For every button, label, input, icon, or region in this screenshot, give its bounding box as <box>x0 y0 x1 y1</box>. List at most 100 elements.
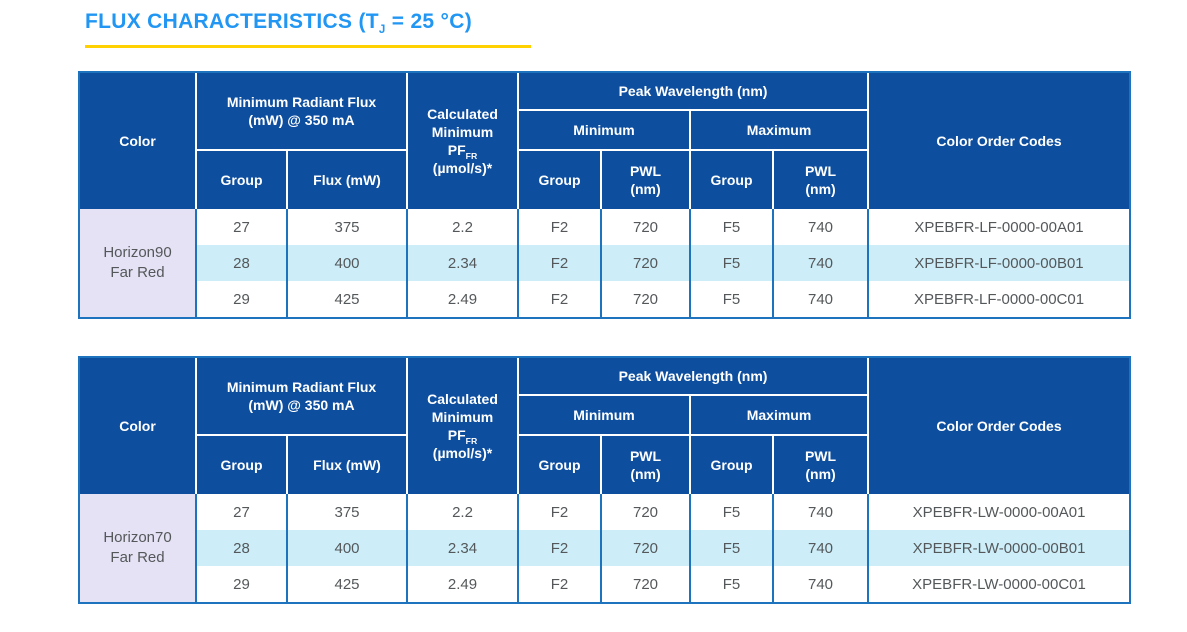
calc-pf: PFFR <box>447 427 478 447</box>
table-row: 29 425 2.49 F2 720 F5 740 XPEBFR-LW-0000… <box>80 566 1129 602</box>
header-color: Color <box>80 73 197 209</box>
cell-min-pwl: 720 <box>602 281 691 317</box>
table-row: Horizon70 Far Red 27 375 2.2 F2 720 F5 7… <box>80 494 1129 602</box>
cell-order-code: XPEBFR-LF-0000-00C01 <box>869 281 1129 317</box>
cell-pf: 2.49 <box>408 281 519 317</box>
calc-label: Calculated Minimum <box>427 105 498 140</box>
cell-pf: 2.34 <box>408 245 519 281</box>
cell-max-pwl: 740 <box>774 281 870 317</box>
cell-group: 27 <box>197 209 288 245</box>
table-row: Horizon90 Far Red 27 375 2.2 F2 720 F5 7… <box>80 209 1129 317</box>
cell-flux: 425 <box>288 566 408 602</box>
title-underline <box>85 45 531 48</box>
flux-table-horizon70: Color Minimum Radiant Flux (mW) @ 350 mA… <box>78 356 1131 604</box>
header-maximum: Maximum <box>691 111 870 151</box>
cell-max-group: F5 <box>691 209 774 245</box>
cell-pf: 2.2 <box>408 209 519 245</box>
pf-subscript: FR <box>465 151 478 162</box>
flux-table-horizon90: Color Minimum Radiant Flux (mW) @ 350 mA… <box>78 71 1131 319</box>
cell-min-group: F2 <box>519 494 602 530</box>
header-color-order-codes: Color Order Codes <box>869 73 1129 209</box>
calc-units: (µmol/s)* <box>432 445 493 462</box>
calc-label: Calculated Minimum <box>427 390 498 425</box>
page: FLUX CHARACTERISTICS (TJ = 25 °C) Color … <box>78 10 1187 604</box>
header-min-group: Group <box>519 436 602 494</box>
pf-subscript: FR <box>465 436 478 447</box>
header-max-group: Group <box>691 151 774 209</box>
cell-min-pwl: 720 <box>602 494 691 530</box>
header-group: Group <box>197 151 288 209</box>
color-name-cell: Horizon90 Far Red <box>80 209 197 317</box>
cell-max-pwl: 740 <box>774 566 870 602</box>
header-max-pwl: PWL (nm) <box>774 436 870 494</box>
cell-order-code: XPEBFR-LF-0000-00A01 <box>869 209 1129 245</box>
flux-table: Color Minimum Radiant Flux (mW) @ 350 mA… <box>80 358 1129 602</box>
header-maximum: Maximum <box>691 396 870 436</box>
cell-max-pwl: 740 <box>774 530 870 566</box>
table-body: Horizon70 Far Red 27 375 2.2 F2 720 F5 7… <box>80 494 1129 602</box>
header-min-pwl: PWL (nm) <box>602 151 691 209</box>
cell-group: 29 <box>197 281 288 317</box>
page-title-text: FLUX CHARACTERISTICS (T <box>85 10 379 33</box>
cell-flux: 375 <box>288 209 408 245</box>
header-calculated-min-pf: Calculated Minimum PFFR (µmol/s)* <box>408 73 519 209</box>
cell-group: 29 <box>197 566 288 602</box>
cell-min-group: F2 <box>519 245 602 281</box>
cell-group: 27 <box>197 494 288 530</box>
cell-flux: 400 <box>288 530 408 566</box>
cell-pf: 2.34 <box>408 530 519 566</box>
header-color-order-codes: Color Order Codes <box>869 358 1129 494</box>
cell-order-code: XPEBFR-LW-0000-00A01 <box>869 494 1129 530</box>
cell-max-pwl: 740 <box>774 245 870 281</box>
cell-max-group: F5 <box>691 245 774 281</box>
calc-units: (µmol/s)* <box>432 160 493 177</box>
cell-max-pwl: 740 <box>774 494 870 530</box>
header-minimum: Minimum <box>519 111 691 151</box>
header-min-pwl: PWL (nm) <box>602 436 691 494</box>
cell-order-code: XPEBFR-LW-0000-00C01 <box>869 566 1129 602</box>
header-peak-wavelength: Peak Wavelength (nm) <box>519 358 870 396</box>
calc-pf: PFFR <box>447 142 478 162</box>
header-flux-mw: Flux (mW) <box>288 436 408 494</box>
header-minimum: Minimum <box>519 396 691 436</box>
cell-min-pwl: 720 <box>602 566 691 602</box>
header-color: Color <box>80 358 197 494</box>
table-row: 28 400 2.34 F2 720 F5 740 XPEBFR-LF-0000… <box>80 245 1129 281</box>
cell-group: 28 <box>197 530 288 566</box>
table-row: 28 400 2.34 F2 720 F5 740 XPEBFR-LW-0000… <box>80 530 1129 566</box>
table-header: Color Minimum Radiant Flux (mW) @ 350 mA… <box>80 358 1129 494</box>
header-min-radiant-flux: Minimum Radiant Flux (mW) @ 350 mA <box>197 73 408 151</box>
cell-group: 28 <box>197 245 288 281</box>
flux-table: Color Minimum Radiant Flux (mW) @ 350 mA… <box>80 73 1129 317</box>
header-min-radiant-flux: Minimum Radiant Flux (mW) @ 350 mA <box>197 358 408 436</box>
cell-flux: 375 <box>288 494 408 530</box>
header-min-group: Group <box>519 151 602 209</box>
cell-max-group: F5 <box>691 530 774 566</box>
cell-min-pwl: 720 <box>602 530 691 566</box>
table-row: 29 425 2.49 F2 720 F5 740 XPEBFR-LF-0000… <box>80 281 1129 317</box>
cell-min-group: F2 <box>519 281 602 317</box>
cell-min-pwl: 720 <box>602 209 691 245</box>
cell-min-group: F2 <box>519 209 602 245</box>
table-body: Horizon90 Far Red 27 375 2.2 F2 720 F5 7… <box>80 209 1129 317</box>
cell-max-group: F5 <box>691 281 774 317</box>
page-title-subscript: J <box>378 24 386 37</box>
cell-order-code: XPEBFR-LW-0000-00B01 <box>869 530 1129 566</box>
cell-min-pwl: 720 <box>602 245 691 281</box>
cell-min-group: F2 <box>519 530 602 566</box>
header-max-group: Group <box>691 436 774 494</box>
cell-flux: 425 <box>288 281 408 317</box>
header-calculated-min-pf: Calculated Minimum PFFR (µmol/s)* <box>408 358 519 494</box>
header-group: Group <box>197 436 288 494</box>
header-peak-wavelength: Peak Wavelength (nm) <box>519 73 870 111</box>
page-title: FLUX CHARACTERISTICS (TJ = 25 °C) <box>85 10 1187 37</box>
page-title-suffix: = 25 °C) <box>385 10 473 33</box>
header-max-pwl: PWL (nm) <box>774 151 870 209</box>
cell-flux: 400 <box>288 245 408 281</box>
cell-pf: 2.49 <box>408 566 519 602</box>
color-name-cell: Horizon70 Far Red <box>80 494 197 602</box>
cell-max-group: F5 <box>691 494 774 530</box>
cell-max-group: F5 <box>691 566 774 602</box>
cell-pf: 2.2 <box>408 494 519 530</box>
table-header: Color Minimum Radiant Flux (mW) @ 350 mA… <box>80 73 1129 209</box>
